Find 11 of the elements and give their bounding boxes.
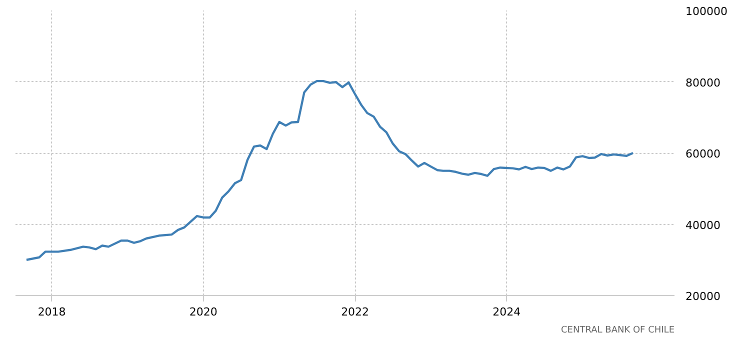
y-tick-label: 20000	[686, 290, 720, 303]
x-tick-label: 2024	[492, 306, 521, 318]
y-tick-label: 80000	[686, 76, 720, 90]
x-tick-label: 2020	[189, 306, 218, 318]
y-tick-label: 60000	[686, 148, 720, 160]
y-tick-label: 100000	[686, 5, 728, 18]
text: CENTRAL BANK OF CHILE	[561, 326, 675, 336]
line-series	[25, 80, 634, 261]
y-tick-label: 40000	[686, 218, 720, 232]
x-tick-label: 2018	[38, 306, 66, 318]
x-tick-label: 2022	[341, 306, 370, 318]
